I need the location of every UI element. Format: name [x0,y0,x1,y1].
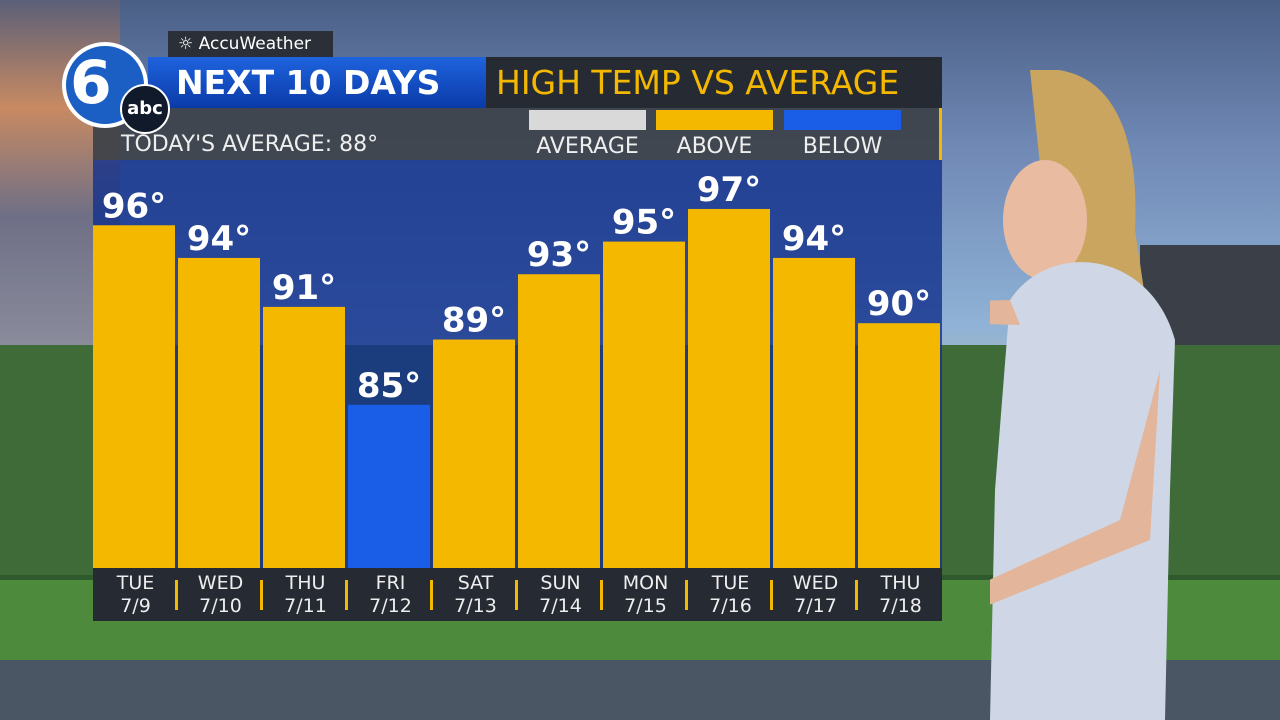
bar-3 [348,404,430,568]
x-tick-label: TUE 7/16 [688,572,773,618]
day-label: SUN [540,572,581,594]
separator [600,580,603,610]
x-tick-label: THU 7/18 [858,572,943,618]
bar-0 [93,225,175,568]
x-axis-labels: TUE 7/9 WED 7/10 THU 7/11 FRI 7/12 SAT 7/13 SUN 7/1… [93,568,942,621]
legend-below: BELOW [784,110,901,159]
separator [515,580,518,610]
data-label: 94° [187,219,251,259]
date-label: 7/14 [539,595,582,617]
date-label: 7/9 [120,595,151,617]
day-label: SAT [457,572,494,594]
day-label: MON [622,572,669,594]
bar-9 [858,323,940,568]
day-label: THU [880,572,921,594]
date-label: 7/16 [709,595,752,617]
date-label: 7/12 [369,595,412,617]
day-label: THU [285,572,326,594]
data-label: 95° [612,203,676,243]
separator [260,580,263,610]
data-label: 89° [442,301,506,341]
bar-1 [178,257,260,568]
day-label: WED [197,572,244,594]
info-band: TODAY'S AVERAGE: 88° AVERAGE ABOVE BELOW [93,108,942,160]
bar-7 [688,208,770,568]
chart-plot-area: 96° 94° 91° 85° 89° 93° 95° 97° 94° 90° [93,160,942,568]
x-tick-label: THU 7/11 [263,572,348,618]
legend-average: AVERAGE [529,110,646,159]
data-label: 91° [272,268,336,308]
x-tick-label: FRI 7/12 [348,572,433,618]
data-label: 94° [782,219,846,259]
date-label: 7/18 [879,595,922,617]
separator [430,580,433,610]
accuweather-badge: ☼ AccuWeather [168,31,333,58]
abc-logo: abc [120,84,170,134]
date-label: 7/15 [624,595,667,617]
bar-8 [773,257,855,568]
x-tick-label: SUN 7/14 [518,572,603,618]
today-average: TODAY'S AVERAGE: 88° [121,132,379,157]
date-label: 7/17 [794,595,837,617]
day-label: WED [792,572,839,594]
data-label: 85° [357,366,421,406]
page-title: NEXT 10 DAYS [148,57,486,108]
bar-chart: 96° 94° 91° 85° 89° 93° 95° 97° 94° 90° [93,170,940,568]
legend-above: ABOVE [656,110,773,159]
bar-5 [518,274,600,568]
data-label: 90° [867,284,931,324]
day-label: TUE [711,572,750,594]
separator [685,580,688,610]
data-label: 93° [527,235,591,275]
x-tick-label: WED 7/17 [773,572,858,618]
bar-6 [603,241,685,568]
data-label: 97° [697,170,761,210]
separator [855,580,858,610]
date-label: 7/10 [199,595,242,617]
station-logo-number: 6 [70,48,112,118]
data-label: 96° [102,186,166,226]
x-tick-label: MON 7/15 [603,572,688,618]
chart-title: HIGH TEMP VS AVERAGE [486,57,942,108]
separator [175,580,178,610]
separator [770,580,773,610]
date-label: 7/13 [454,595,497,617]
x-tick-label: WED 7/10 [178,572,263,618]
bar-4 [433,339,515,568]
date-label: 7/11 [284,595,327,617]
day-label: TUE [116,572,155,594]
separator [345,580,348,610]
x-tick-label: TUE 7/9 [93,572,178,618]
bar-2 [263,306,345,568]
day-label: FRI [375,572,406,594]
meteorologist [990,70,1175,720]
x-tick-label: SAT 7/13 [433,572,518,618]
